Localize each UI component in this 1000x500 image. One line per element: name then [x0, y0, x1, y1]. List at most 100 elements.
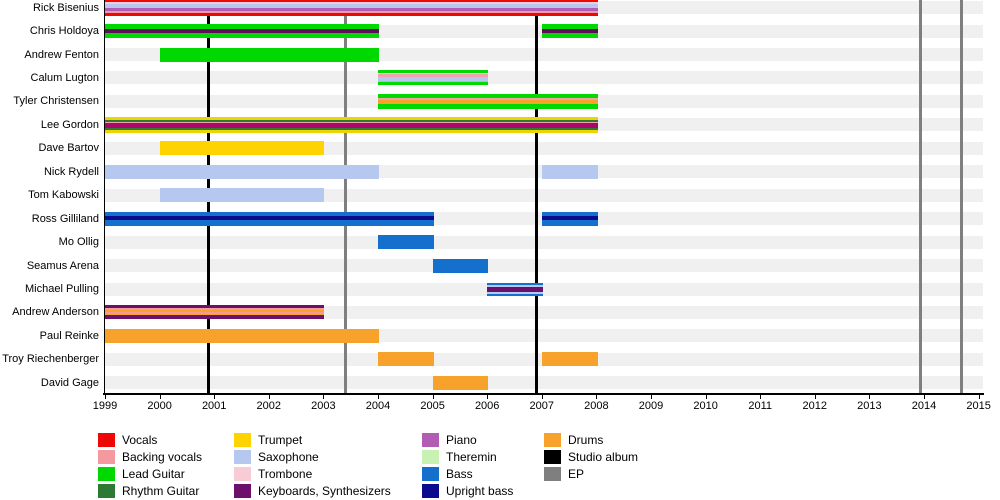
timeline-bar — [541, 352, 599, 367]
x-tick-label: 2006 — [474, 400, 500, 412]
timeline-bar — [378, 70, 489, 86]
x-tick — [596, 394, 598, 399]
legend-swatch — [98, 467, 115, 481]
x-tick — [541, 394, 543, 399]
member-label: Dave Bartov — [38, 142, 99, 155]
x-tick-label: 2009 — [638, 400, 664, 412]
x-tick-label: 1999 — [92, 400, 118, 412]
legend-label: EP — [568, 467, 585, 481]
instrument-stripe — [487, 282, 543, 285]
timeline-bar — [378, 352, 434, 367]
instrument-stripe — [487, 284, 543, 287]
instrument-stripe — [105, 0, 599, 3]
instrument-stripe — [378, 82, 489, 86]
instrument-stripe — [378, 74, 489, 78]
x-tick-label: 2004 — [365, 400, 391, 412]
timeline-bar — [487, 282, 543, 296]
x-tick — [978, 394, 980, 399]
instrument-stripe — [105, 32, 380, 39]
instrument-stripe — [105, 308, 325, 311]
legend-label: Piano — [446, 433, 477, 447]
member-label: Mo Ollig — [58, 236, 99, 249]
legend-label: Backing vocals — [122, 450, 203, 464]
legend-label: Trumpet — [258, 433, 303, 447]
instrument-stripe — [541, 352, 599, 367]
x-tick — [760, 394, 762, 399]
legend-swatch — [544, 467, 561, 481]
legend-swatch — [234, 467, 251, 481]
instrument-stripe — [541, 32, 599, 39]
timeline-bar — [378, 93, 599, 109]
timeline-bar — [541, 164, 599, 179]
x-tick — [814, 394, 816, 399]
instrument-stripe — [105, 130, 599, 134]
instrument-stripe — [105, 312, 325, 314]
member-label: Tom Kabowski — [28, 189, 99, 202]
legend-swatch — [544, 450, 561, 464]
instrument-stripe — [378, 235, 434, 250]
instrument-stripe — [105, 328, 380, 343]
legend-swatch — [234, 484, 251, 498]
instrument-stripe — [378, 97, 599, 100]
row-band — [105, 235, 983, 249]
legend-swatch — [422, 433, 439, 447]
instrument-stripe — [159, 141, 325, 156]
timeline-bar — [105, 164, 380, 179]
member-label: Rick Bisenius — [32, 1, 99, 14]
row-band — [105, 259, 983, 273]
instrument-stripe — [378, 70, 489, 74]
row-band — [105, 188, 983, 202]
timeline-bar — [105, 24, 380, 39]
ep-line — [918, 0, 922, 393]
member-label: Michael Pulling — [25, 283, 99, 295]
instrument-stripe — [378, 103, 599, 109]
x-tick — [869, 394, 871, 399]
legend-swatch — [422, 450, 439, 464]
x-tick-label: 2012 — [802, 400, 828, 412]
instrument-stripe — [105, 119, 599, 122]
timeline-bar — [105, 0, 599, 16]
x-tick — [214, 394, 216, 399]
instrument-stripe — [378, 352, 434, 367]
timeline-chart: 1999 2000 2001 2002 2003 2004 2005 2006 2007 2008… — [2, 0, 991, 412]
instrument-stripe — [541, 164, 599, 179]
instrument-stripe — [105, 24, 380, 29]
timeline-bar — [541, 211, 599, 226]
timeline-bar — [378, 235, 434, 250]
legend-label: Trombone — [258, 467, 313, 481]
timeline-bar — [105, 211, 434, 226]
legend-label: Studio album — [568, 450, 639, 464]
x-tick — [924, 394, 925, 399]
x-tick-label: 2010 — [693, 400, 718, 412]
studio-album-line — [534, 0, 538, 393]
member-label: Nick Rydell — [43, 165, 99, 178]
instrument-stripe — [105, 28, 380, 33]
legend-label: Theremin — [446, 450, 497, 464]
member-label: Ross Gilliland — [31, 212, 99, 225]
instrument-stripe — [487, 293, 543, 296]
x-tick — [159, 394, 161, 399]
timeline-bar — [105, 116, 599, 134]
legend-swatch — [234, 433, 251, 447]
instrument-stripe — [105, 313, 325, 316]
instrument-stripe — [105, 128, 599, 131]
legend-label: Rhythm Guitar — [122, 484, 200, 498]
member-label: Andrew Anderson — [12, 306, 99, 319]
timeline-bar — [159, 141, 325, 156]
x-tick — [105, 394, 106, 399]
x-tick-label: 2000 — [147, 400, 172, 412]
legend-swatch — [422, 467, 439, 481]
instrument-stripe — [378, 93, 599, 98]
instrument-stripe — [105, 219, 434, 226]
member-label: Seamus Arena — [26, 259, 99, 272]
legend-swatch — [234, 450, 251, 464]
legend-label: Drums — [568, 433, 604, 447]
instrument-stripe — [105, 12, 599, 16]
instrument-stripe — [432, 258, 489, 273]
legend-label: Saxophone — [258, 450, 319, 464]
member-label: Tyler Christensen — [13, 95, 99, 108]
x-tick — [378, 394, 379, 399]
member-label: Andrew Fenton — [24, 48, 99, 61]
instrument-stripe — [541, 216, 599, 220]
